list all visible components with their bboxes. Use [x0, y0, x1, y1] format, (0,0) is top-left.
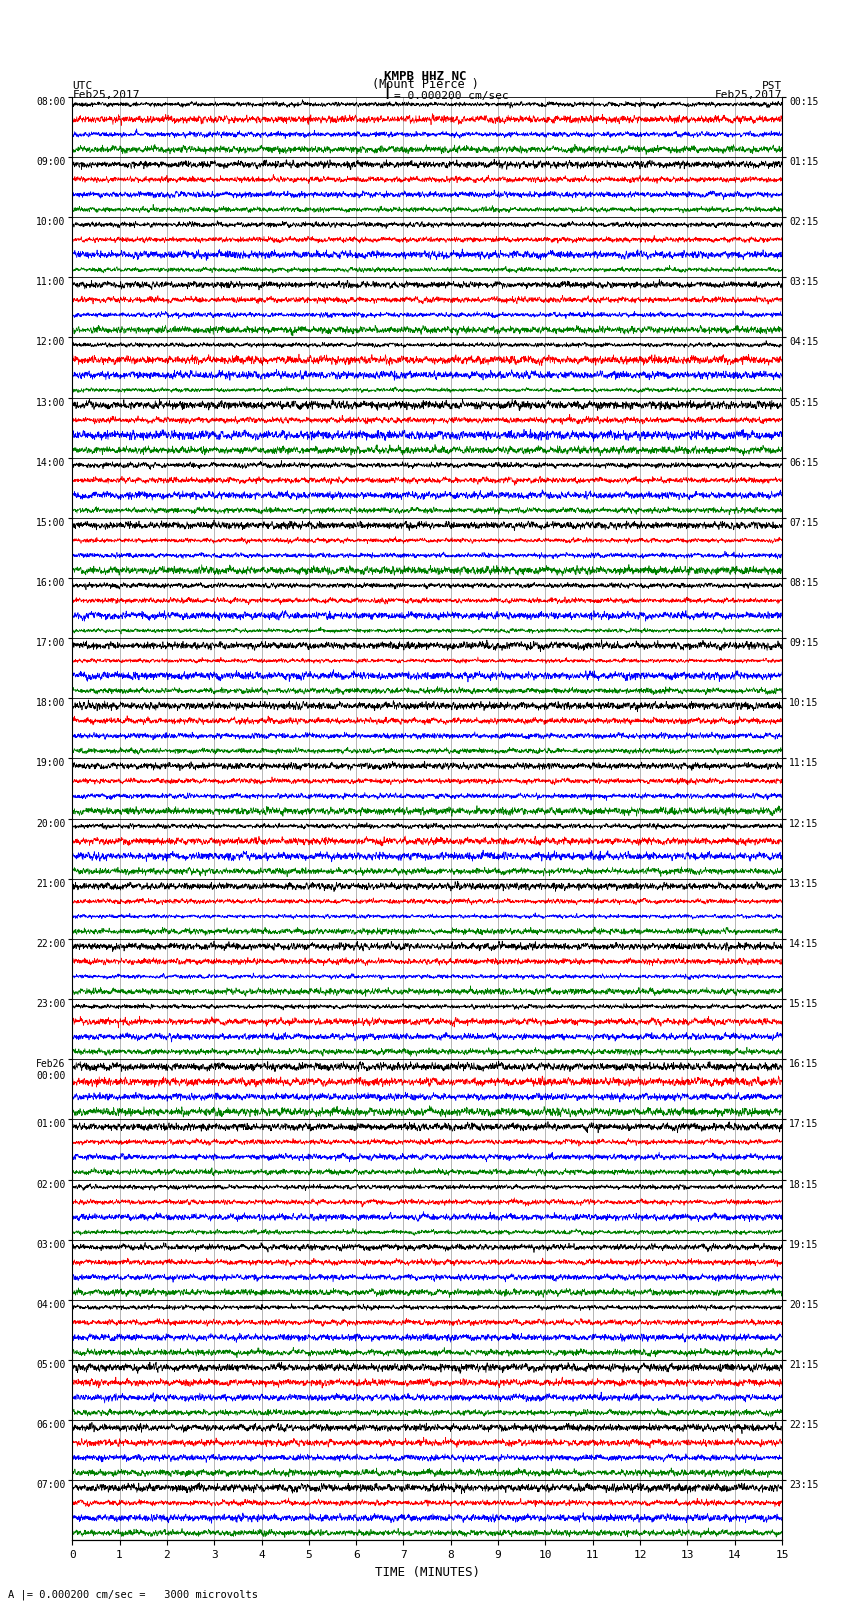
Text: Feb25,2017: Feb25,2017 [715, 90, 782, 100]
Text: KMPB HHZ NC: KMPB HHZ NC [383, 69, 467, 84]
Text: |: | [382, 84, 391, 100]
X-axis label: TIME (MINUTES): TIME (MINUTES) [375, 1566, 479, 1579]
Text: UTC: UTC [72, 81, 93, 90]
Text: A |= 0.000200 cm/sec =   3000 microvolts: A |= 0.000200 cm/sec = 3000 microvolts [8, 1589, 258, 1600]
Text: = 0.000200 cm/sec: = 0.000200 cm/sec [394, 90, 508, 100]
Text: PST: PST [762, 81, 782, 90]
Text: Feb25,2017: Feb25,2017 [72, 90, 139, 100]
Text: (Mount Pierce ): (Mount Pierce ) [371, 77, 479, 90]
